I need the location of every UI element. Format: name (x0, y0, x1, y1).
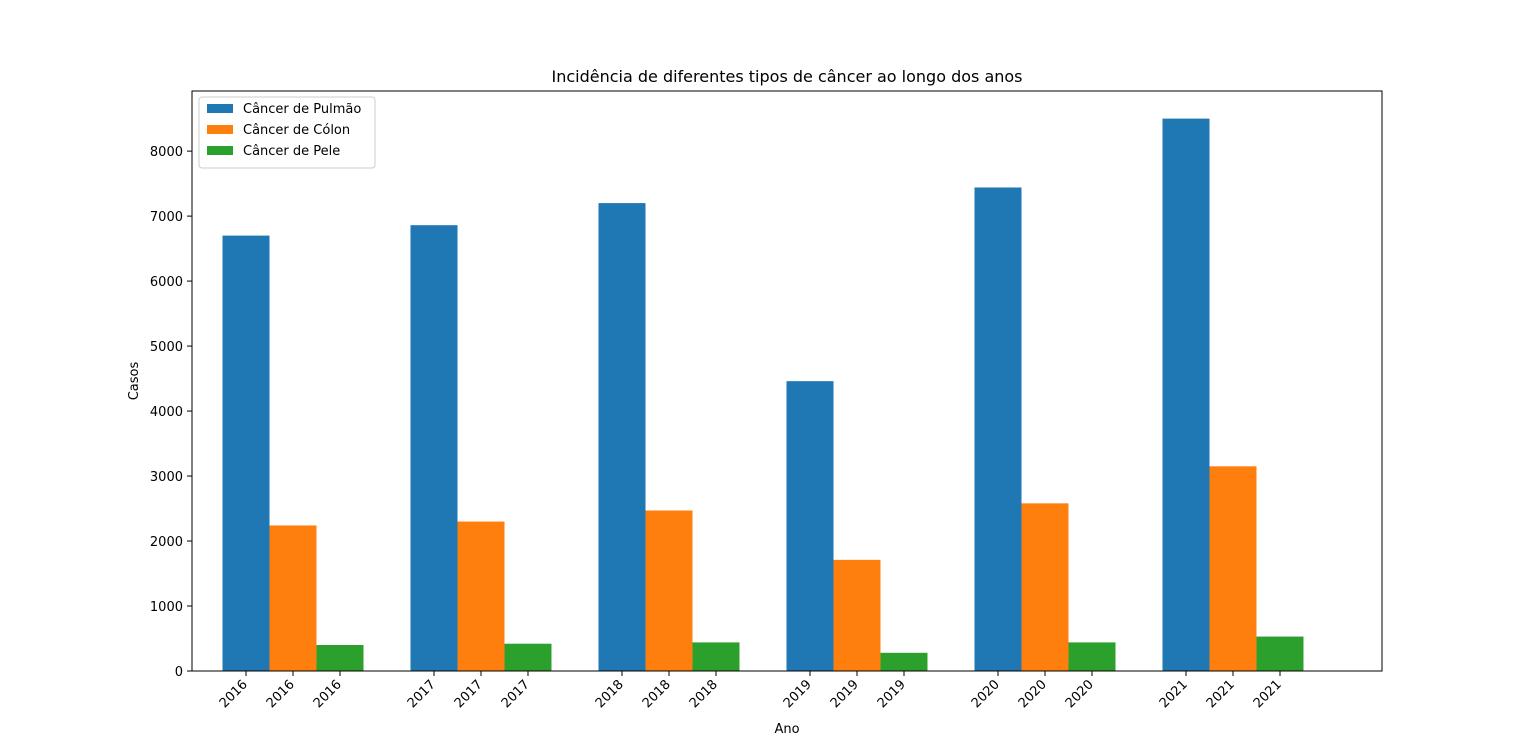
bar-1-2021 (1162, 118, 1210, 672)
bar-1-2017 (410, 225, 458, 671)
bar-2-2016 (269, 525, 317, 671)
x-tick-label: 2016 (264, 677, 298, 711)
legend: Câncer de Pulmão Câncer de Cólon Câncer de… (198, 96, 376, 169)
x-tick-label: 2020 (1063, 677, 1097, 711)
y-tick-label: 3000 (150, 470, 183, 485)
x-tick-label: 2019 (875, 677, 909, 711)
bar-2-2018 (645, 510, 693, 671)
x-tick-label: 2017 (452, 677, 486, 711)
bar-3-2020 (1068, 642, 1116, 671)
x-tick-label: 2020 (969, 677, 1003, 711)
bar-3-2019 (880, 652, 928, 671)
plot-area: 0 1000 2000 3000 4000 5000 6000 7000 8000 2016 201… (150, 90, 1383, 711)
y-tick-label: 2000 (150, 535, 183, 550)
x-tick-label: 2016 (311, 677, 345, 711)
legend-swatch (207, 146, 233, 155)
x-tick-label: 2019 (828, 677, 862, 711)
x-tick-label: 2019 (781, 677, 815, 711)
legend-box (198, 96, 376, 169)
y-tick-label: 5000 (150, 340, 183, 355)
bar-1-2018 (598, 203, 646, 672)
legend-swatch (207, 104, 233, 113)
y-tick-label: 4000 (150, 405, 183, 420)
x-tick-label: 2021 (1157, 677, 1191, 711)
x-tick-label: 2021 (1204, 677, 1238, 711)
bar-3-2016 (316, 645, 364, 671)
x-tick-label: 2020 (1016, 677, 1050, 711)
x-tick-label: 2016 (217, 677, 251, 711)
y-tick-label: 1000 (150, 600, 183, 615)
bar-3-2017 (504, 643, 552, 671)
x-tick-label: 2018 (593, 677, 627, 711)
x-tick-label: 2021 (1251, 677, 1285, 711)
legend-label: Câncer de Pele (243, 144, 340, 159)
y-tick-label: 8000 (150, 145, 183, 160)
y-tick-label: 7000 (150, 210, 183, 225)
bar-2-2021 (1209, 466, 1257, 671)
bar-2-2019 (833, 559, 881, 671)
bar-1-2016 (222, 235, 270, 671)
bar-1-2020 (974, 187, 1022, 671)
x-tick-label: 2017 (499, 677, 533, 711)
chart-title: Incidência de diferentes tipos de câncer… (551, 67, 1022, 86)
bar-3-2021 (1256, 636, 1304, 671)
bar-2-2020 (1021, 503, 1069, 671)
bar-1-2019 (786, 381, 834, 671)
legend-swatch (207, 125, 233, 134)
y-axis-label: Casos (127, 362, 142, 401)
y-tick-label: 0 (175, 665, 183, 680)
legend-label: Câncer de Pulmão (243, 102, 361, 117)
bar-2-2017 (457, 521, 505, 671)
y-tick-label: 6000 (150, 275, 183, 290)
x-tick-label: 2018 (640, 677, 674, 711)
bar-3-2018 (692, 642, 740, 671)
legend-label: Câncer de Cólon (243, 123, 350, 138)
x-tick-label: 2018 (687, 677, 721, 711)
plot-frame (191, 90, 1383, 672)
x-axis-label: Ano (774, 722, 799, 737)
x-tick-label: 2017 (405, 677, 439, 711)
